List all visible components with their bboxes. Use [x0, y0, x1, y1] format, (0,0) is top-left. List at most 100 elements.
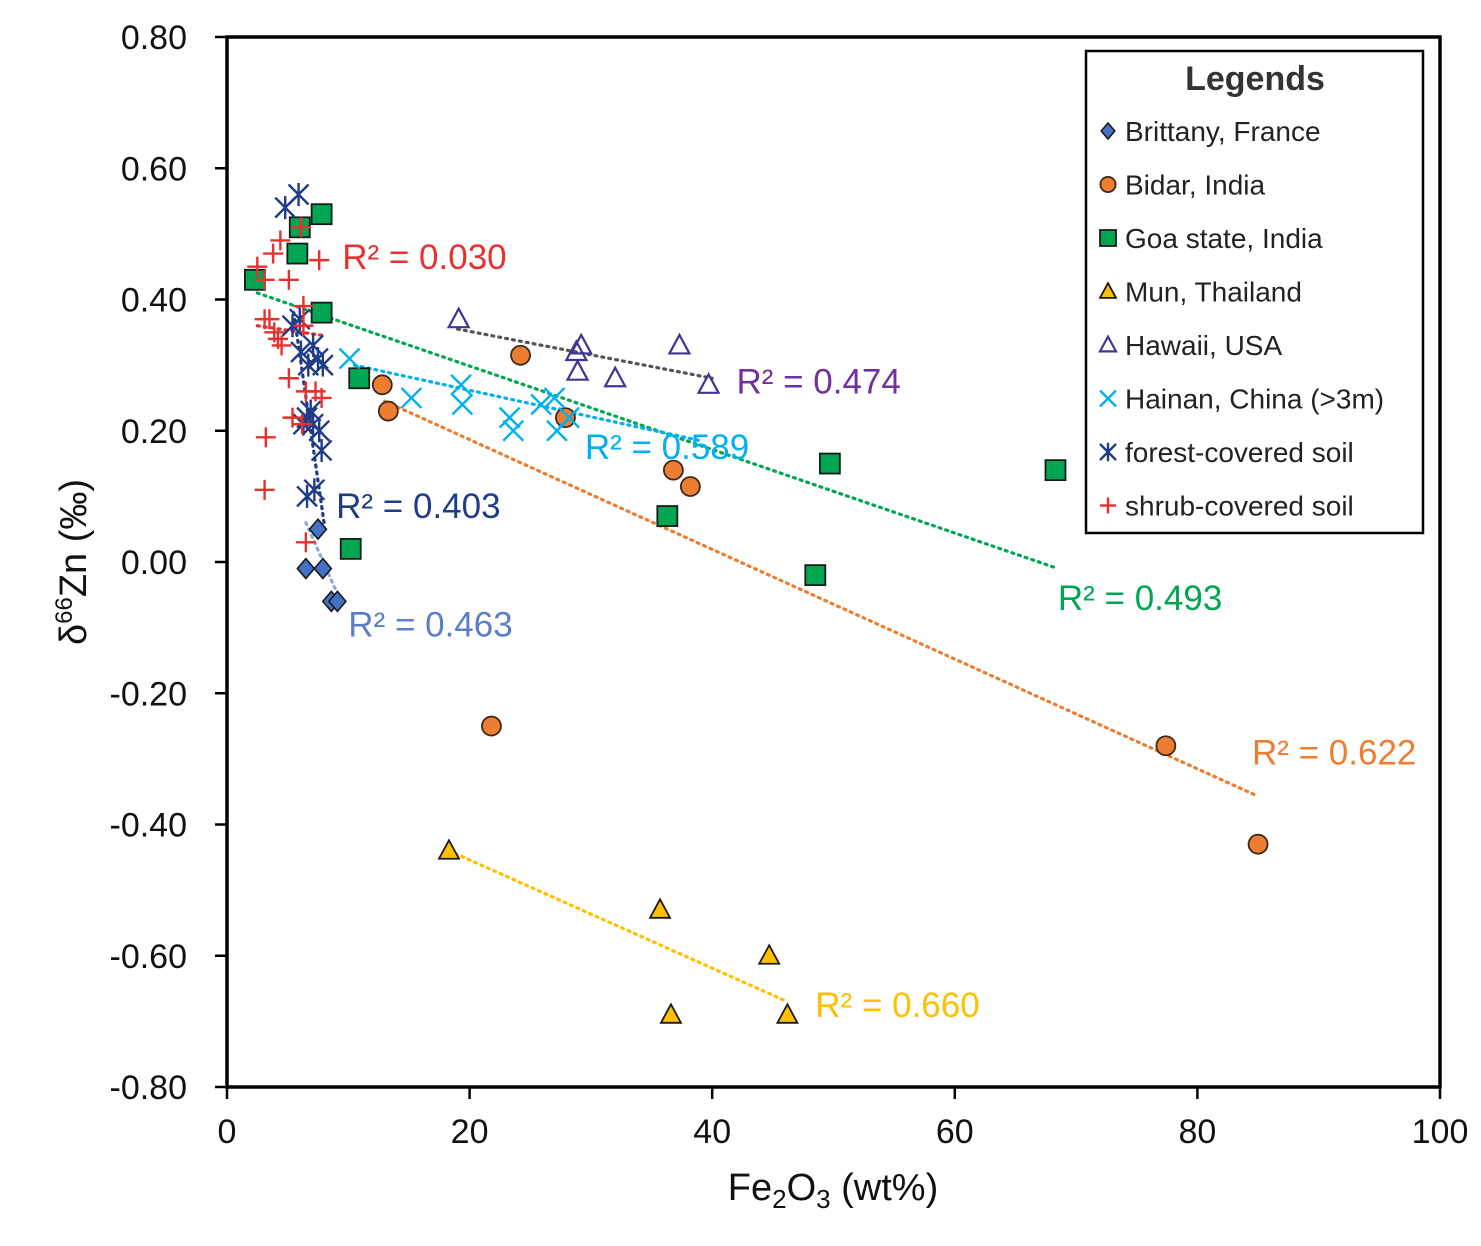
- legend-label-forest: forest-covered soil: [1125, 437, 1354, 468]
- point-hawaii: [696, 371, 721, 394]
- x-tick-label: 0: [218, 1113, 237, 1151]
- legend-entries: Brittany, France Bidar, India Goa state, I…: [1098, 116, 1384, 522]
- point-shrub: [259, 309, 280, 330]
- point-hainan: [502, 419, 525, 442]
- trendline-bidar: [383, 399, 1260, 798]
- trendline-hainan: [352, 363, 702, 443]
- y-tick-label: 0.00: [121, 544, 187, 582]
- point-shrub: [254, 269, 275, 290]
- point-bidar: [377, 400, 399, 422]
- trendline-hawaii: [455, 327, 714, 380]
- x-tick-label: 80: [1178, 1113, 1216, 1151]
- point-goa: [286, 242, 309, 265]
- point-shrub: [292, 414, 313, 435]
- point-forest: [299, 399, 322, 423]
- legend-label-hainan: Hainan, China (>3m): [1125, 384, 1384, 415]
- trendline-mun: [447, 849, 790, 1004]
- points-layer: [243, 183, 1269, 1024]
- legend-title: Legends: [1185, 60, 1325, 98]
- y-tick-label: -0.20: [110, 675, 188, 713]
- legend-label-bidar: Bidar, India: [1125, 170, 1266, 201]
- point-hainan: [400, 387, 423, 409]
- point-bidar: [662, 459, 684, 481]
- legend-marker-shrub: [1100, 497, 1116, 514]
- point-goa: [804, 564, 827, 587]
- point-shrub: [293, 296, 314, 317]
- legend-label-shrub: shrub-covered soil: [1125, 491, 1354, 522]
- point-shrub: [263, 243, 284, 264]
- point-forest: [303, 478, 326, 502]
- point-shrub: [311, 387, 332, 408]
- x-axis-title: Fe2O3 (wt%): [728, 1167, 939, 1214]
- y-axis-title: δ66Zn (‰): [51, 479, 95, 645]
- point-forest: [287, 183, 310, 206]
- point-shrub: [254, 479, 275, 500]
- point-goa: [310, 203, 333, 226]
- r2-label-brittany: R² = 0.463: [348, 605, 512, 644]
- point-hawaii: [564, 339, 589, 362]
- x-tick-label: 40: [693, 1113, 731, 1151]
- point-bidar: [679, 476, 701, 497]
- point-bidar: [510, 344, 531, 366]
- y-tick-label: -0.60: [110, 938, 188, 976]
- point-shrub: [278, 368, 299, 389]
- y-tick-label: 0.20: [121, 413, 187, 451]
- point-mun: [648, 897, 672, 919]
- point-goa: [1044, 459, 1067, 482]
- point-bidar: [1247, 833, 1269, 855]
- legend-box: [1084, 49, 1425, 535]
- point-bidar: [481, 715, 502, 737]
- point-brittany: [308, 517, 328, 541]
- point-hainan: [498, 406, 521, 429]
- r2-label-bidar: R² = 0.622: [1252, 733, 1416, 772]
- point-mun: [757, 943, 781, 965]
- legend-label-mun: Mun, Thailand: [1125, 277, 1302, 308]
- point-hawaii: [603, 365, 628, 388]
- point-shrub: [309, 250, 330, 271]
- r2-label-shrub: R² = 0.030: [342, 238, 506, 277]
- point-hawaii: [446, 306, 471, 329]
- point-bidar: [1155, 735, 1177, 757]
- point-forest: [307, 347, 329, 371]
- legend-marker-hainan: [1099, 389, 1117, 408]
- point-mun: [659, 1002, 683, 1024]
- point-hainan: [543, 387, 566, 409]
- point-brittany: [296, 557, 316, 580]
- point-shrub: [271, 335, 292, 356]
- point-hainan: [451, 393, 474, 416]
- point-goa: [310, 301, 333, 324]
- point-goa: [656, 505, 679, 527]
- point-shrub: [290, 217, 311, 238]
- point-goa: [339, 537, 362, 560]
- legend-marker-hawaii: [1098, 334, 1118, 353]
- point-hawaii: [667, 332, 692, 355]
- y-tick-label: -0.40: [110, 807, 188, 845]
- legend-marker-forest: [1099, 442, 1117, 462]
- r2-label-hainan: R² = 0.589: [585, 428, 749, 467]
- y-tick-label: -0.80: [110, 1069, 188, 1107]
- legend-marker-brittany: [1100, 121, 1116, 141]
- point-forest: [310, 438, 333, 462]
- r2-label-mun: R² = 0.660: [815, 986, 979, 1025]
- point-goa: [348, 367, 371, 390]
- legend-marker-goa: [1099, 229, 1117, 247]
- point-bidar: [555, 407, 576, 429]
- point-shrub: [295, 532, 316, 553]
- point-hawaii: [565, 358, 590, 381]
- point-forest: [311, 353, 334, 377]
- legend-marker-mun: [1098, 281, 1118, 299]
- point-hainan: [338, 347, 361, 370]
- point-shrub: [247, 256, 268, 277]
- legend: Legends Brittany, France Bidar, India Goa …: [1084, 49, 1425, 535]
- legend-label-hawaii: Hawaii, USA: [1125, 330, 1282, 361]
- point-forest: [308, 419, 331, 443]
- point-brittany: [313, 557, 333, 580]
- legend-label-brittany: Brittany, France: [1125, 116, 1321, 147]
- point-shrub: [278, 269, 299, 290]
- x-tick-label: 20: [451, 1113, 489, 1151]
- point-hawaii: [569, 332, 594, 355]
- legend-marker-bidar: [1099, 175, 1117, 193]
- x-tick-label: 60: [936, 1113, 974, 1151]
- tick-layer: 0.80 0.60 0.40 0.20 0.00 -0.20 -0.40 -0.60 -0.80…: [110, 19, 1469, 1151]
